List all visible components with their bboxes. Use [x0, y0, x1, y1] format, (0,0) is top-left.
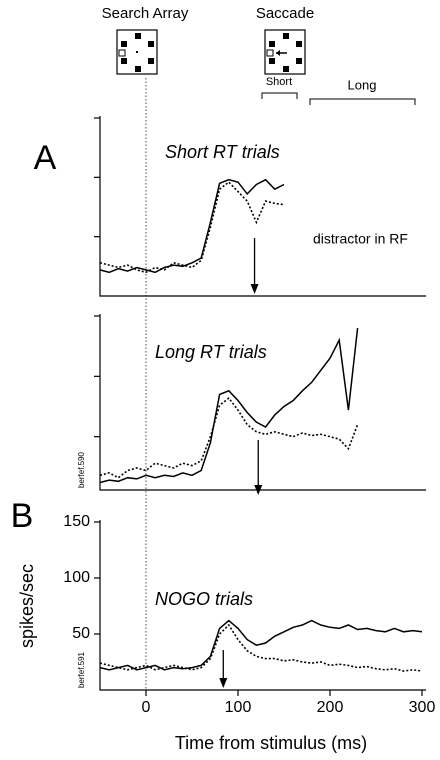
y-axis-title: spikes/sec [17, 564, 37, 648]
y-tick-label: 150 [63, 513, 90, 530]
data-line [99, 178, 285, 274]
data-line [99, 623, 423, 672]
x-tick-label: 0 [142, 699, 151, 716]
y-tick-label: 50 [72, 625, 90, 642]
saccade-icon [264, 29, 306, 75]
search-array-icon [116, 29, 158, 75]
panel-title: Long RT trials [155, 342, 267, 362]
side-note: berfef.591 [77, 651, 86, 688]
x-axis-title: Time from stimulus (ms) [175, 733, 367, 753]
saccade-arrowhead [254, 485, 263, 495]
x-tick-label: 100 [225, 699, 252, 716]
saccade-arrowhead [219, 678, 228, 688]
data-line [99, 328, 359, 484]
stimulus-label: Search Array [102, 5, 189, 22]
epoch-label: Long [348, 77, 377, 92]
panel-letter: B [11, 497, 34, 535]
data-line [99, 396, 359, 479]
data-line [99, 181, 285, 274]
axes [99, 116, 426, 297]
annotation: distractor in RF [313, 231, 408, 247]
stimulus-label: Saccade [256, 5, 314, 22]
axes [99, 520, 426, 691]
data-line [99, 619, 423, 671]
axes [99, 314, 426, 491]
epoch-bracket [261, 92, 416, 105]
saccade-arrowhead [250, 284, 259, 294]
epoch-label: Short [266, 76, 292, 88]
x-tick-label: 200 [317, 699, 344, 716]
x-tick-label: 300 [409, 699, 436, 716]
panel-title: Short RT trials [165, 142, 280, 162]
side-note: berfef.590 [77, 451, 86, 488]
y-tick-label: 100 [63, 569, 90, 586]
panel-letter: A [34, 139, 57, 177]
panel-title: NOGO trials [155, 589, 253, 609]
